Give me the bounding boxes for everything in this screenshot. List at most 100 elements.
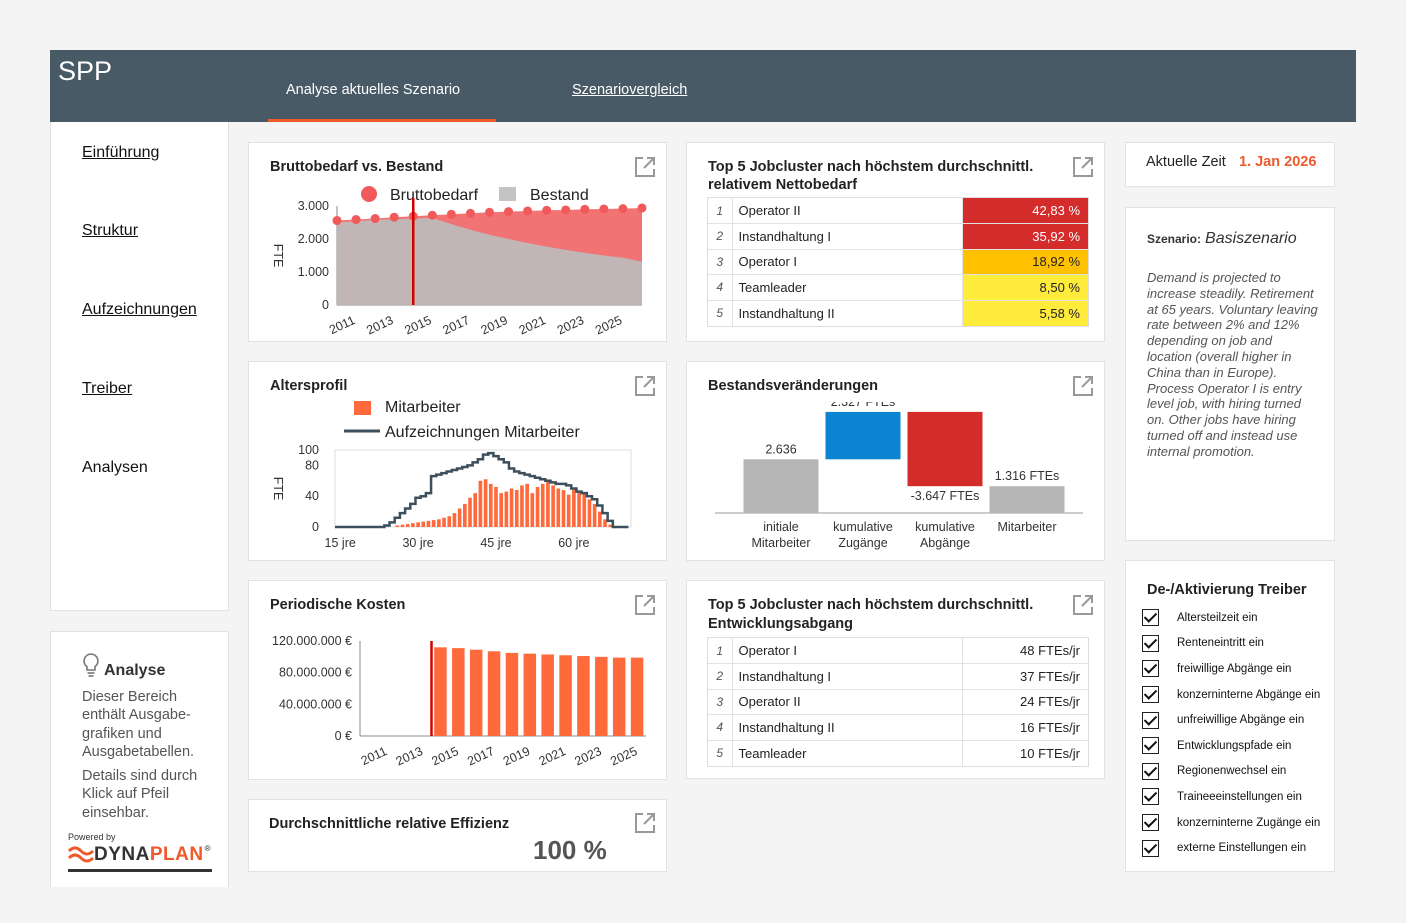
driver-checkbox-list: Altersteilzeit ein Renteneintritt ein frei…	[1142, 605, 1332, 861]
info-title: Analyse	[104, 662, 166, 679]
bruttobedarf-point	[427, 210, 437, 220]
jobcluster-name: Instandhaltung II	[732, 714, 963, 740]
checkbox-icon[interactable]	[1142, 609, 1159, 627]
external-link-icon[interactable]	[633, 155, 657, 179]
checkbox-icon[interactable]	[1142, 686, 1159, 704]
driver-label: unfreiwillige Abgänge ein	[1177, 714, 1305, 727]
x-tick-label: 2017	[441, 313, 472, 337]
scenario-description: Demand is projected to increase steadily…	[1147, 270, 1318, 459]
panel-title-line1: Top 5 Jobcluster nach höchstem durchschn…	[708, 597, 1034, 613]
x-category-label: Mitarbeiter	[751, 536, 810, 550]
tab-analyse[interactable]: Analyse aktuelles Szenario	[286, 82, 461, 98]
external-link-icon[interactable]	[1071, 374, 1095, 398]
driver-label: freiwillige Abgänge ein	[1177, 662, 1292, 675]
driver-toggle-row[interactable]: externe Einstellungen ein	[1142, 835, 1332, 861]
external-link-icon[interactable]	[1071, 155, 1095, 179]
kosten-bar	[469, 649, 483, 736]
driver-toggle-row[interactable]: unfreiwillige Abgänge ein	[1142, 707, 1332, 733]
nav-item-treiber[interactable]: Treiber	[82, 380, 133, 397]
panel-title: Periodische Kosten	[270, 597, 406, 613]
driver-toggle-row[interactable]: Regionenwechsel ein	[1142, 759, 1332, 785]
checkbox-icon[interactable]	[1142, 634, 1159, 652]
checkbox-icon[interactable]	[1142, 814, 1159, 832]
jobcluster-name: Operator II	[732, 688, 963, 715]
jobcluster-name: Instandhaltung I	[732, 223, 963, 249]
checkbox-icon[interactable]	[1142, 762, 1159, 780]
row-index: 1	[708, 198, 733, 224]
mitarbeiter-bar	[478, 480, 483, 527]
mitarbeiter-bar	[530, 493, 535, 527]
panel-treiber: De-/Aktivierung Treiber Altersteilzeit e…	[1125, 560, 1335, 872]
checkbox-icon[interactable]	[1142, 839, 1159, 857]
powered-by-label: Powered by	[68, 832, 116, 842]
panel-title-line2: Entwicklungsabgang	[708, 616, 854, 632]
external-link-icon[interactable]	[1071, 593, 1095, 617]
nav-item-aufzeichnungen[interactable]: Aufzeichnungen	[82, 301, 197, 318]
driver-toggle-row[interactable]: konzerninterne Zugänge ein	[1142, 810, 1332, 836]
nav-item-analysen[interactable]: Analysen	[82, 459, 148, 476]
kosten-bar	[505, 652, 519, 736]
driver-toggle-row[interactable]: konzerninterne Abgänge ein	[1142, 682, 1332, 708]
driver-label: Altersteilzeit ein	[1177, 611, 1258, 624]
jobcluster-value: 8,50 %	[962, 274, 1088, 300]
row-index: 2	[708, 663, 733, 689]
x-tick-label: 45 jre	[480, 536, 511, 550]
kosten-bar	[487, 651, 501, 736]
x-category-label: initiale	[763, 520, 798, 534]
mitarbeiter-bar	[437, 519, 441, 527]
bruttobedarf-point	[485, 207, 494, 217]
checkbox-icon[interactable]	[1142, 711, 1159, 729]
external-link-icon[interactable]	[633, 374, 657, 398]
nav-item-einfuehrung[interactable]: Einführung	[82, 144, 160, 161]
bruttobedarf-point	[599, 204, 609, 214]
row-index: 2	[708, 223, 733, 249]
mitarbeiter-bar	[535, 486, 540, 527]
driver-toggle-row[interactable]: Entwicklungspfade ein	[1142, 733, 1332, 759]
driver-toggle-row[interactable]: Traineeeinstellungen ein	[1142, 784, 1332, 810]
jobcluster-value: 37 FTEs/jr	[962, 663, 1088, 689]
table-row: 1 Operator I 48 FTEs/jr	[708, 638, 1088, 664]
lightbulb-icon	[83, 653, 99, 677]
checkbox-icon[interactable]	[1142, 737, 1159, 755]
y-tick-label: 2.000	[298, 232, 329, 246]
nav-item-struktur[interactable]: Struktur	[82, 222, 139, 239]
jobcluster-value: 35,92 %	[962, 223, 1088, 249]
row-index: 5	[708, 299, 733, 326]
table-row: 2 Instandhaltung I 37 FTEs/jr	[708, 663, 1088, 689]
kosten-bar	[595, 656, 608, 736]
checkbox-icon[interactable]	[1142, 788, 1159, 806]
kosten-bar	[612, 657, 626, 736]
table-row: 4 Teamleader 8,50 %	[708, 274, 1088, 300]
drivers-title: De-/Aktivierung Treiber	[1147, 582, 1307, 598]
jobcluster-value: 48 FTEs/jr	[1020, 643, 1080, 658]
kosten-bar	[541, 654, 554, 736]
scenario-name: Basiszenario	[1205, 230, 1297, 247]
driver-toggle-row[interactable]: freiwillige Abgänge ein	[1142, 656, 1332, 682]
external-link-icon[interactable]	[633, 593, 657, 617]
external-link-icon[interactable]	[633, 811, 657, 835]
panel-kosten: Periodische Kosten 120.000.000 € 80.000.0…	[248, 580, 667, 780]
panel-title: Bestandsveränderungen	[708, 378, 879, 394]
driver-label: konzerninterne Abgänge ein	[1177, 688, 1321, 701]
panel-title-line1: Top 5 Jobcluster nach höchstem durchschn…	[708, 159, 1034, 175]
mitarbeiter-bar	[582, 493, 587, 527]
tab-szenariovergleich[interactable]: Szenariovergleich	[572, 82, 688, 98]
mitarbeiter-bar	[587, 499, 592, 527]
waterfall-data-label: 2.327 FTEs	[831, 402, 896, 409]
y-tick-label: 80	[305, 458, 319, 472]
table-row: 5 Instandhaltung II 5,58 %	[708, 299, 1088, 326]
bruttobedarf-point	[637, 203, 647, 213]
jobcluster-name: Operator II	[732, 198, 963, 224]
mitarbeiter-bar	[463, 503, 467, 527]
waterfall-bar	[743, 459, 819, 513]
driver-toggle-row[interactable]: Altersteilzeit ein	[1142, 605, 1332, 631]
jobcluster-name: Instandhaltung II	[732, 299, 963, 326]
checkbox-icon[interactable]	[1142, 660, 1159, 678]
kosten-bar	[559, 655, 572, 736]
mitarbeiter-bar	[400, 524, 405, 527]
y-tick-label: 3.000	[298, 199, 329, 213]
entwicklung-table: 1 Operator I 48 FTEs/jr 2 Instandhaltung I 37…	[707, 637, 1089, 767]
mitarbeiter-bar	[457, 508, 462, 527]
driver-toggle-row[interactable]: Renteneintritt ein	[1142, 631, 1332, 657]
mitarbeiter-bar	[468, 497, 472, 527]
